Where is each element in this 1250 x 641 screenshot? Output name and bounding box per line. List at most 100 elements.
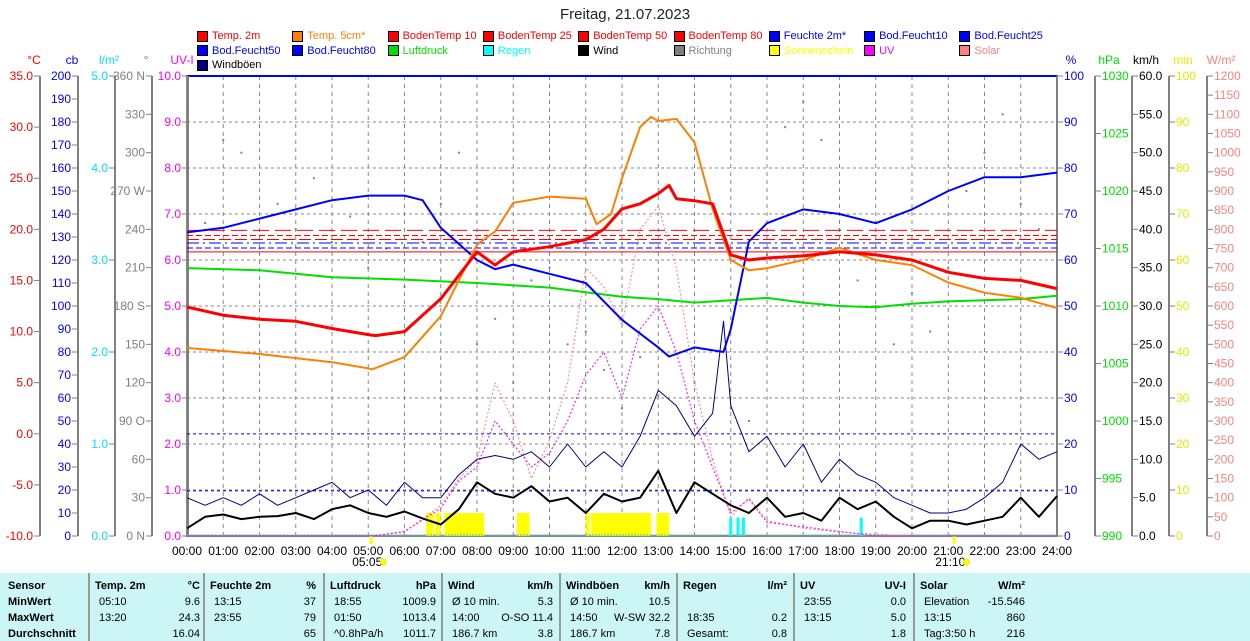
legend-item: Wind <box>578 45 618 57</box>
x-tick-label: 13:00 <box>643 544 673 558</box>
axis-tick-label-solar: 50 <box>1214 510 1228 524</box>
direction-point <box>1019 202 1022 205</box>
axis-tick-label-rain: 3.0 <box>91 253 108 267</box>
x-tick-label: 00:00 <box>172 544 202 558</box>
direction-point <box>331 241 333 244</box>
axis-tick-label-temp: 5.0 <box>16 376 33 390</box>
axis-tick-label-press: 1015 <box>1102 242 1129 256</box>
axis-tick-label-cb: 80 <box>58 345 72 359</box>
axis-tick-label-cb: 100 <box>51 299 71 313</box>
x-tick-label: 06:00 <box>389 544 419 558</box>
direction-point <box>1037 228 1040 231</box>
direction-point <box>312 177 315 180</box>
direction-point <box>602 368 605 371</box>
sunshine-bar <box>656 513 670 536</box>
axis-tick-label-sun: 30 <box>1176 391 1190 405</box>
x-tick-label: 07:00 <box>426 544 456 558</box>
table-cell: 23:55 <box>804 596 832 608</box>
axis-unit-press: hPa <box>1098 53 1120 67</box>
axis-tick-label-cb: 110 <box>52 276 71 290</box>
legend-swatch <box>482 45 494 56</box>
axis-tick-label-solar: 200 <box>1214 452 1234 466</box>
axis-tick-label-temp: 25.0 <box>10 171 34 185</box>
axis-tick-label-sun: 10 <box>1176 483 1190 497</box>
axis-tick-label-solar: 700 <box>1214 261 1234 275</box>
table-separator <box>88 573 90 641</box>
axis-tick-label-cb: 190 <box>51 92 71 106</box>
x-tick-label: 12:00 <box>607 544 637 558</box>
axis-tick-label-uv: 0.0 <box>164 529 181 543</box>
axis-tick-label-dir: 300 <box>125 146 145 160</box>
axis-tick-label-uv: 10.0 <box>158 69 182 83</box>
table-cell: Windböen <box>566 580 620 592</box>
legend-item: Feuchte 2m* <box>768 30 846 42</box>
table-cell: Ø 10 min. <box>570 596 618 608</box>
direction-point <box>457 151 460 154</box>
legend-swatch <box>959 45 971 56</box>
axis-tick-label-wind: 20.0 <box>1139 376 1163 390</box>
axis-tick-label-dir: 150 <box>125 337 145 351</box>
table-cell: 216 <box>1006 628 1025 640</box>
direction-point <box>947 266 950 269</box>
table-cell: 13:15 <box>924 612 952 624</box>
axis-tick-label-press: 1030 <box>1102 69 1129 83</box>
axis-tick-label-solar: 300 <box>1214 414 1234 428</box>
table-cell: MinWert <box>8 596 52 608</box>
axis-tick-label-dir: 240 <box>125 222 145 236</box>
axis-tick-label-wind: 35.0 <box>1139 261 1163 275</box>
axis-tick-label-sun: 80 <box>1176 161 1190 175</box>
table-cell: 18:55 <box>334 596 362 608</box>
legend-swatch <box>959 30 971 42</box>
sunshine-bar <box>444 513 485 536</box>
table-cell: Sensor <box>8 580 46 592</box>
axis-tick-label-cb: 70 <box>58 368 72 382</box>
table-cell: 14:00 <box>452 612 480 624</box>
legend-item: Solar <box>959 45 1000 57</box>
axis-tick-label-solar: 0 <box>1214 529 1221 543</box>
legend-label: Bod.Feucht25 <box>974 30 1043 42</box>
axis-tick-label-press: 995 <box>1102 472 1122 486</box>
axis-tick-label-cb: 60 <box>58 391 72 405</box>
axis-tick-label-hum: 80 <box>1064 161 1078 175</box>
legend-item: BodenTemp 50 <box>578 30 667 42</box>
x-tick-label: 05:00 <box>353 544 383 558</box>
direction-point <box>204 221 207 224</box>
x-tick-label: 08:00 <box>462 544 492 558</box>
axis-tick-label-solar: 1000 <box>1214 146 1241 160</box>
direction-point <box>911 292 913 295</box>
table-cell: 0.0 <box>890 596 906 608</box>
table-cell: Elevation <box>924 596 970 608</box>
axis-tick-label-dir: 60 <box>132 452 146 466</box>
legend-label: Temp. 5cm* <box>307 30 366 42</box>
axis-tick-label-hum: 50 <box>1064 299 1078 313</box>
legend-item: Temp. 5cm* <box>292 30 365 42</box>
direction-point <box>929 330 932 333</box>
axis-tick-label-dir: 330 <box>125 107 145 121</box>
x-tick-label: 17:00 <box>788 544 818 558</box>
direction-point <box>983 151 986 154</box>
axis-unit-dir: ° <box>144 53 149 67</box>
direction-point <box>1056 241 1058 244</box>
x-tick-label: 14:00 <box>679 544 709 558</box>
table-cell: hPa <box>415 580 436 592</box>
x-tick-label: 03:00 <box>281 544 311 558</box>
legend-item: Richtung <box>673 45 732 57</box>
axis-tick-label-rain: 0.0 <box>91 529 108 543</box>
direction-point <box>294 228 297 231</box>
legend-swatch <box>673 30 685 42</box>
x-tick-label: 22:00 <box>969 544 999 558</box>
direction-point <box>693 381 696 384</box>
axis-tick-label-press: 990 <box>1102 529 1122 543</box>
table-cell: 16.04 <box>172 628 200 640</box>
legend-label: Solar <box>974 44 1001 57</box>
axis-unit-solar: W/m² <box>1207 53 1236 67</box>
legend-item: Luftdruck <box>387 45 448 57</box>
direction-point <box>675 432 678 435</box>
axis-tick-label-hum: 100 <box>1064 69 1084 83</box>
axis-tick-label-uv: 9.0 <box>164 115 181 129</box>
legend-swatch <box>578 45 590 56</box>
axis-tick-label-hum: 40 <box>1064 345 1078 359</box>
legend-swatch <box>864 45 876 56</box>
x-tick-label: 19:00 <box>861 544 891 558</box>
axis-tick-label-cb: 40 <box>58 437 72 451</box>
